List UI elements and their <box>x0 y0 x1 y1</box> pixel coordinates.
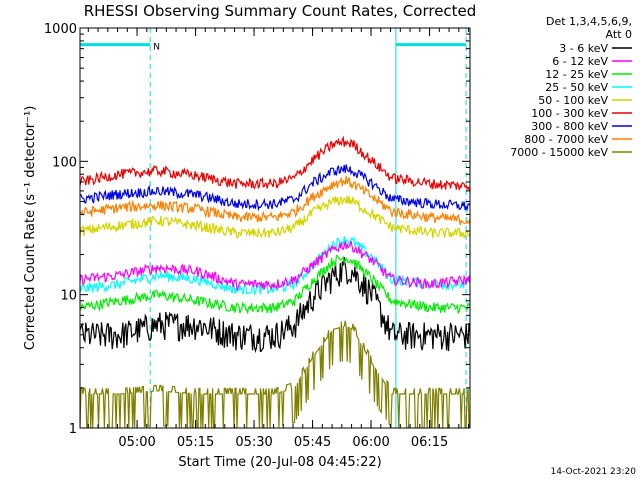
series-line-6 <box>80 164 470 212</box>
series-line-7 <box>80 175 470 226</box>
plot-frame <box>79 27 471 429</box>
x-tick-label-1: 05:15 <box>177 435 214 450</box>
x-tick-label-0: 05:00 <box>118 435 155 450</box>
y-tick-label-0: 1 <box>69 422 77 437</box>
series-group <box>80 135 470 428</box>
legend-label-0: 3 - 6 keV <box>559 42 608 55</box>
legend-label-1: 6 - 12 keV <box>552 55 608 68</box>
x-tick-label-3: 05:45 <box>294 435 331 450</box>
y-tick-label-1: 10 <box>60 289 77 304</box>
series-line-4 <box>80 195 470 239</box>
x-axis-label: Start Time (20-Jul-08 04:45:22) <box>178 455 381 470</box>
x-tick-label-2: 05:30 <box>235 435 272 450</box>
series-line-1 <box>80 240 470 292</box>
chart-title: RHESSI Observing Summary Count Rates, Co… <box>84 2 477 20</box>
attenuator-label-0: N <box>153 43 160 53</box>
series-line-8 <box>80 320 470 428</box>
timestamp: 14-Oct-2021 23:20 <box>551 467 637 477</box>
y-tick-label-3: 1000 <box>44 22 77 37</box>
series-line-3 <box>80 235 470 296</box>
series-line-5 <box>80 135 470 191</box>
series-line-0 <box>80 257 470 354</box>
y-tick-label-2: 100 <box>52 155 77 170</box>
legend-label-5: 100 - 300 keV <box>531 107 608 120</box>
legend-header-line2: Att 0 <box>606 28 632 41</box>
legend-label-4: 50 - 100 keV <box>538 94 608 107</box>
legend-label-2: 12 - 25 keV <box>545 68 608 81</box>
y-axis-label: Corrected Count Rate (s⁻¹ detector⁻¹) <box>23 106 38 351</box>
legend-header-line1: Det 1,3,4,5,6,9, <box>546 15 632 28</box>
plot-area: N 1 10 100 1000 05:00 05:15 05:30 05:45 06:00 06:1… <box>44 22 471 450</box>
x-tick-label-4: 06:00 <box>352 435 389 450</box>
legend-label-8: 7000 - 15000 keV <box>510 146 608 159</box>
legend-label-7: 800 - 7000 keV <box>524 133 608 146</box>
legend-label-3: 25 - 50 keV <box>545 81 608 94</box>
x-tick-label-5: 06:15 <box>411 435 448 450</box>
legend-label-6: 300 - 800 keV <box>531 120 608 133</box>
series-line-2 <box>80 254 470 315</box>
